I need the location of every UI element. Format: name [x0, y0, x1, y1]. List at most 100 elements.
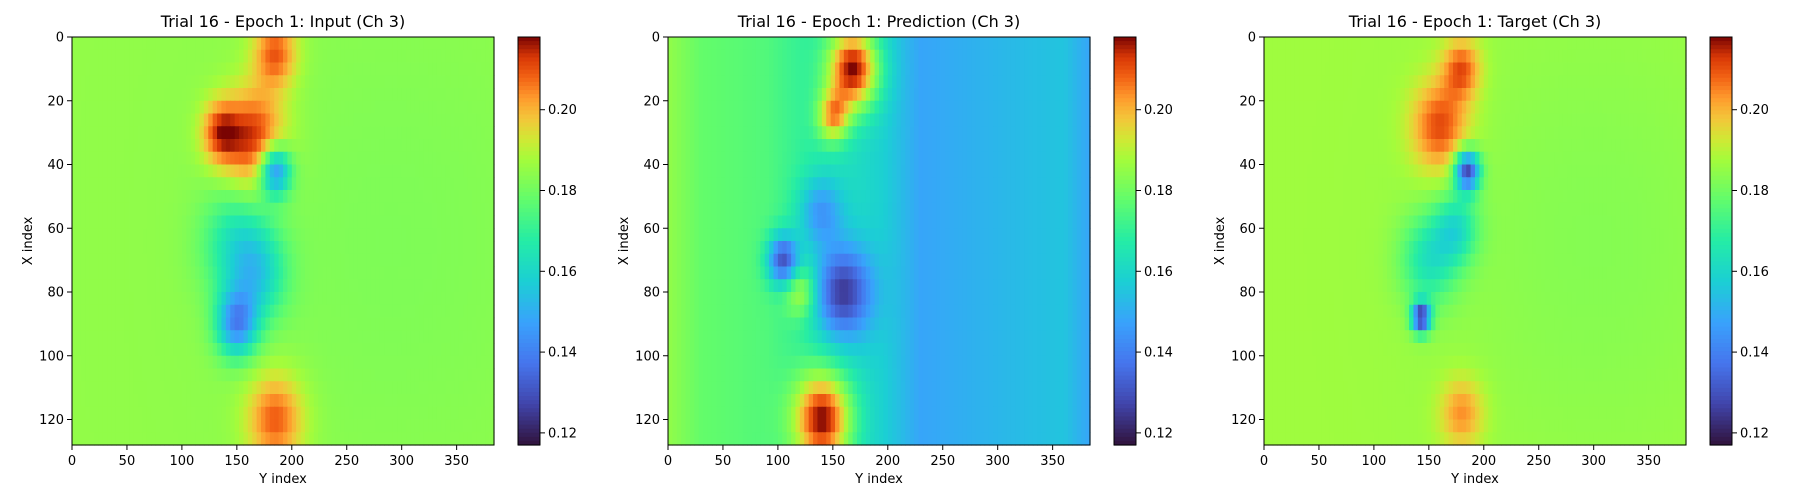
- heatmap-cell: [450, 190, 456, 204]
- heatmap-cell: [962, 139, 968, 153]
- heatmap-cell: [269, 279, 275, 293]
- heatmap-cell: [278, 215, 284, 229]
- heatmap-cell: [283, 368, 288, 382]
- heatmap-cell: [485, 151, 491, 166]
- heatmap-cell: [111, 75, 117, 89]
- heatmap-cell: [450, 139, 456, 153]
- heatmap-cell: [406, 228, 412, 242]
- heatmap-cell: [159, 419, 165, 433]
- heatmap-cell: [773, 49, 779, 64]
- heatmap-cell: [892, 37, 898, 51]
- heatmap-cell: [436, 151, 442, 166]
- heatmap-cell: [830, 164, 836, 178]
- heatmap-cell: [406, 241, 412, 255]
- heatmap-cell: [98, 190, 104, 204]
- heatmap-cell: [733, 228, 739, 242]
- heatmap-cell: [283, 279, 288, 293]
- heatmap-cell: [362, 304, 368, 319]
- heatmap-cell: [269, 151, 275, 166]
- heatmap-cell: [331, 368, 337, 382]
- heatmap-cell: [151, 355, 157, 370]
- heatmap-cell: [124, 368, 130, 382]
- heatmap-cell: [962, 202, 968, 217]
- heatmap-cell: [366, 330, 372, 344]
- heatmap-cell: [133, 139, 139, 153]
- heatmap-cell: [124, 62, 130, 76]
- heatmap-cell: [480, 151, 486, 166]
- heatmap-cell: [335, 394, 341, 408]
- heatmap-cell: [234, 100, 240, 115]
- heatmap-cell: [997, 139, 1003, 153]
- heatmap-cell: [384, 317, 390, 331]
- heatmap-cell: [164, 406, 170, 421]
- heatmap-cell: [225, 88, 231, 102]
- heatmap-cell: [124, 406, 130, 421]
- heatmap-cell: [993, 113, 999, 127]
- heatmap-cell: [786, 37, 792, 51]
- heatmap-cell: [733, 62, 739, 76]
- heatmap-cell: [472, 126, 478, 140]
- heatmap-cell: [230, 151, 236, 166]
- heatmap-cell: [278, 151, 284, 166]
- heatmap-cell: [98, 177, 104, 191]
- heatmap-cell: [830, 215, 836, 229]
- heatmap-cell: [177, 419, 183, 433]
- heatmap-cell: [107, 62, 113, 76]
- colorbar-segment: [518, 216, 540, 222]
- heatmap-cell: [953, 215, 959, 229]
- heatmap-cell: [181, 113, 187, 127]
- heatmap-cell: [936, 202, 942, 217]
- heatmap-cell: [173, 164, 179, 178]
- heatmap-cell: [423, 253, 429, 268]
- heatmap-cell: [401, 75, 407, 89]
- heatmap-cell: [181, 177, 187, 191]
- heatmap-cell: [309, 330, 315, 344]
- heatmap-cell: [480, 279, 486, 293]
- heatmap-cell: [742, 164, 748, 178]
- heatmap-cell: [865, 215, 871, 229]
- heatmap-cell: [694, 164, 700, 178]
- heatmap-cell: [689, 139, 695, 153]
- heatmap-cell: [230, 139, 236, 153]
- heatmap-cell: [366, 355, 372, 370]
- heatmap-cell: [733, 75, 739, 89]
- heatmap-cell: [243, 381, 249, 395]
- heatmap-cell: [795, 49, 801, 64]
- heatmap-cell: [450, 406, 456, 421]
- heatmap-cell: [852, 202, 858, 217]
- heatmap-cell: [905, 88, 911, 102]
- heatmap-cell: [265, 279, 271, 293]
- heatmap-cell: [375, 406, 381, 421]
- heatmap-cell: [98, 381, 104, 395]
- heatmap-cell: [304, 139, 310, 153]
- heatmap-cell: [318, 419, 324, 433]
- heatmap-cell: [791, 177, 797, 191]
- heatmap-cell: [120, 164, 126, 178]
- heatmap-cell: [1037, 100, 1043, 115]
- heatmap-cell: [472, 215, 478, 229]
- heatmap-cell: [199, 368, 205, 382]
- heatmap-cell: [340, 406, 346, 421]
- heatmap-cell: [958, 100, 964, 115]
- heatmap-cell: [375, 100, 381, 115]
- heatmap-cell: [335, 100, 341, 115]
- heatmap-cell: [949, 126, 955, 140]
- heatmap-cell: [922, 253, 928, 268]
- heatmap-cell: [406, 75, 412, 89]
- heatmap-cell: [199, 139, 205, 153]
- heatmap-cell: [85, 49, 91, 64]
- heatmap-cell: [164, 88, 170, 102]
- heatmap-cell: [441, 266, 447, 280]
- heatmap-cell: [681, 37, 687, 51]
- heatmap-cell: [129, 228, 135, 242]
- heatmap-cell: [1024, 241, 1030, 255]
- heatmap-cell: [450, 381, 456, 395]
- heatmap-cell: [1059, 75, 1065, 89]
- heatmap-cell: [896, 62, 902, 76]
- heatmap-cell: [406, 304, 412, 319]
- heatmap-cell: [181, 266, 187, 280]
- heatmap-cell: [852, 151, 858, 166]
- heatmap-cell: [931, 190, 937, 204]
- heatmap-cell: [944, 177, 950, 191]
- heatmap-cell: [441, 126, 447, 140]
